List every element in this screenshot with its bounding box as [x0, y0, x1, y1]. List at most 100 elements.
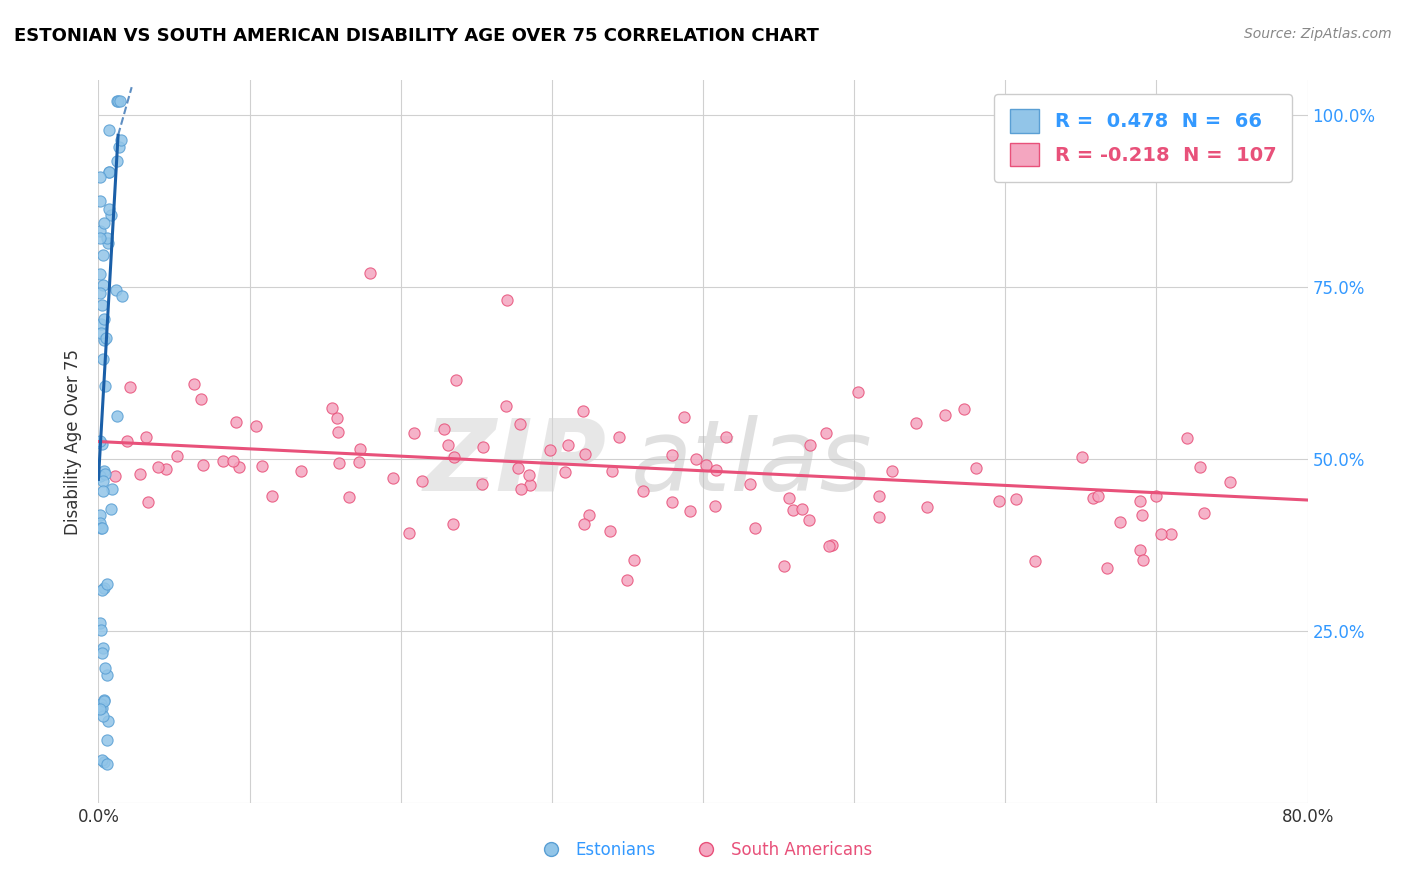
Point — [868, 509, 890, 524]
Point — [554, 466, 576, 480]
Point — [260, 489, 283, 503]
Point — [790, 502, 813, 516]
Point — [146, 459, 169, 474]
Point — [934, 409, 956, 423]
Point — [821, 538, 844, 552]
Point — [519, 478, 541, 492]
Point — [1024, 553, 1046, 567]
Point — [1087, 489, 1109, 503]
Point — [89, 286, 111, 301]
Point — [101, 482, 124, 496]
Point — [495, 293, 517, 308]
Point — [105, 283, 128, 297]
Point — [953, 401, 976, 416]
Point — [778, 491, 800, 506]
Point — [93, 216, 115, 230]
Point — [96, 757, 118, 772]
Point — [616, 574, 638, 588]
Point — [1095, 561, 1118, 575]
Point — [91, 474, 114, 488]
Point — [846, 385, 869, 400]
Point — [1144, 490, 1167, 504]
Point — [441, 516, 464, 531]
Text: ESTONIAN VS SOUTH AMERICAN DISABILITY AGE OVER 75 CORRELATION CHART: ESTONIAN VS SOUTH AMERICAN DISABILITY AG… — [14, 27, 818, 45]
Point — [714, 430, 737, 444]
Point — [1070, 450, 1092, 464]
Point — [89, 434, 111, 449]
Point — [191, 458, 214, 472]
Point — [471, 477, 494, 491]
Point — [90, 326, 112, 340]
Point — [250, 458, 273, 473]
Point — [1160, 527, 1182, 541]
Point — [93, 464, 115, 478]
Point — [91, 640, 114, 655]
Point — [1130, 508, 1153, 522]
Point — [97, 123, 120, 137]
Point — [89, 469, 111, 483]
Point — [915, 500, 938, 515]
Point — [398, 526, 420, 541]
Point — [1081, 491, 1104, 505]
Legend: Estonians, South Americans: Estonians, South Americans — [527, 835, 879, 866]
Point — [90, 753, 112, 767]
Point — [704, 462, 727, 476]
Point — [93, 581, 115, 595]
Point — [517, 468, 540, 483]
Point — [91, 708, 114, 723]
Point — [90, 521, 112, 535]
Point — [91, 247, 114, 261]
Point — [89, 194, 111, 208]
Point — [782, 502, 804, 516]
Point — [222, 454, 245, 468]
Point — [744, 521, 766, 535]
Point — [437, 438, 460, 452]
Point — [105, 409, 128, 423]
Point — [91, 483, 114, 498]
Point — [661, 495, 683, 509]
Text: Source: ZipAtlas.com: Source: ZipAtlas.com — [1244, 27, 1392, 41]
Point — [602, 464, 624, 478]
Point — [155, 461, 177, 475]
Point — [433, 422, 456, 436]
Point — [404, 426, 426, 441]
Point — [1005, 491, 1028, 506]
Point — [90, 298, 112, 312]
Point — [90, 697, 112, 711]
Point — [509, 417, 531, 432]
Point — [104, 468, 127, 483]
Point — [738, 477, 761, 491]
Point — [91, 583, 114, 598]
Point — [1150, 527, 1173, 541]
Point — [772, 558, 794, 573]
Point — [89, 169, 111, 184]
Point — [91, 701, 114, 715]
Point — [94, 379, 117, 393]
Point — [129, 467, 152, 482]
Point — [93, 312, 115, 326]
Point — [328, 456, 350, 470]
Point — [817, 539, 839, 553]
Point — [679, 504, 702, 518]
Point — [1129, 493, 1152, 508]
Point — [89, 267, 111, 281]
Y-axis label: Disability Age Over 75: Disability Age Over 75 — [65, 349, 83, 534]
Point — [96, 231, 118, 245]
Point — [107, 94, 129, 108]
Point — [607, 430, 630, 444]
Point — [599, 524, 621, 538]
Point — [572, 404, 595, 418]
Point — [685, 451, 707, 466]
Text: atlas: atlas — [630, 415, 872, 512]
Point — [672, 409, 695, 424]
Point — [814, 425, 837, 440]
Point — [93, 693, 115, 707]
Point — [105, 94, 128, 108]
Point — [90, 623, 112, 637]
Point — [704, 500, 727, 514]
Point — [89, 508, 111, 523]
Point — [111, 288, 134, 302]
Point — [290, 464, 312, 478]
Point — [557, 438, 579, 452]
Point — [326, 411, 349, 425]
